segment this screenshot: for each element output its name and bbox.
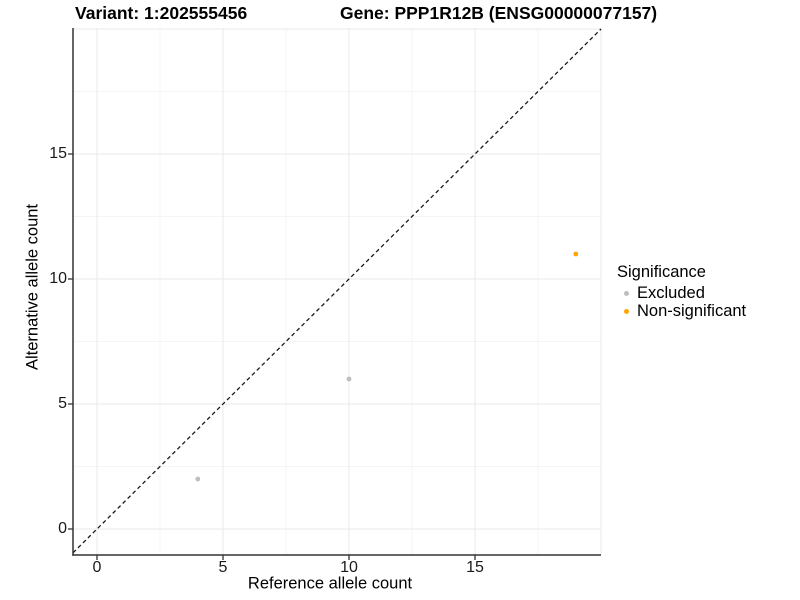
x-tick-label: 15	[466, 559, 484, 576]
plot-title-variant: Variant: 1:202555456	[75, 3, 248, 23]
legend-label-excluded: Excluded	[637, 283, 705, 302]
data-point-excluded	[195, 476, 201, 482]
legend-item-non-significant: Non-significant	[617, 302, 746, 320]
y-tick-label: 10	[49, 270, 67, 287]
data-point-non-significant	[573, 251, 579, 257]
x-axis-label: Reference allele count	[247, 574, 413, 593]
identity-reference-line	[72, 28, 602, 554]
legend-item-excluded: Excluded	[617, 284, 746, 302]
data-point-excluded	[346, 376, 352, 382]
x-tick-label: 5	[218, 559, 228, 576]
y-tick-label: 0	[58, 520, 67, 537]
y-axis-label: Alternative allele count	[23, 203, 42, 371]
x-tick-label: 10	[340, 559, 358, 576]
legend: Significance Excluded Non-significant	[617, 263, 746, 320]
excluded-point-icon	[624, 290, 629, 296]
y-tick-label: 15	[49, 145, 67, 162]
legend-title: Significance	[617, 263, 706, 281]
x-tick-label: 0	[92, 559, 102, 576]
y-tick-label: 5	[58, 395, 67, 412]
non-significant-point-icon	[624, 308, 629, 314]
plot-title-gene: Gene: PPP1R12B (ENSG00000077157)	[340, 3, 658, 23]
legend-label-non-significant: Non-significant	[637, 301, 747, 320]
